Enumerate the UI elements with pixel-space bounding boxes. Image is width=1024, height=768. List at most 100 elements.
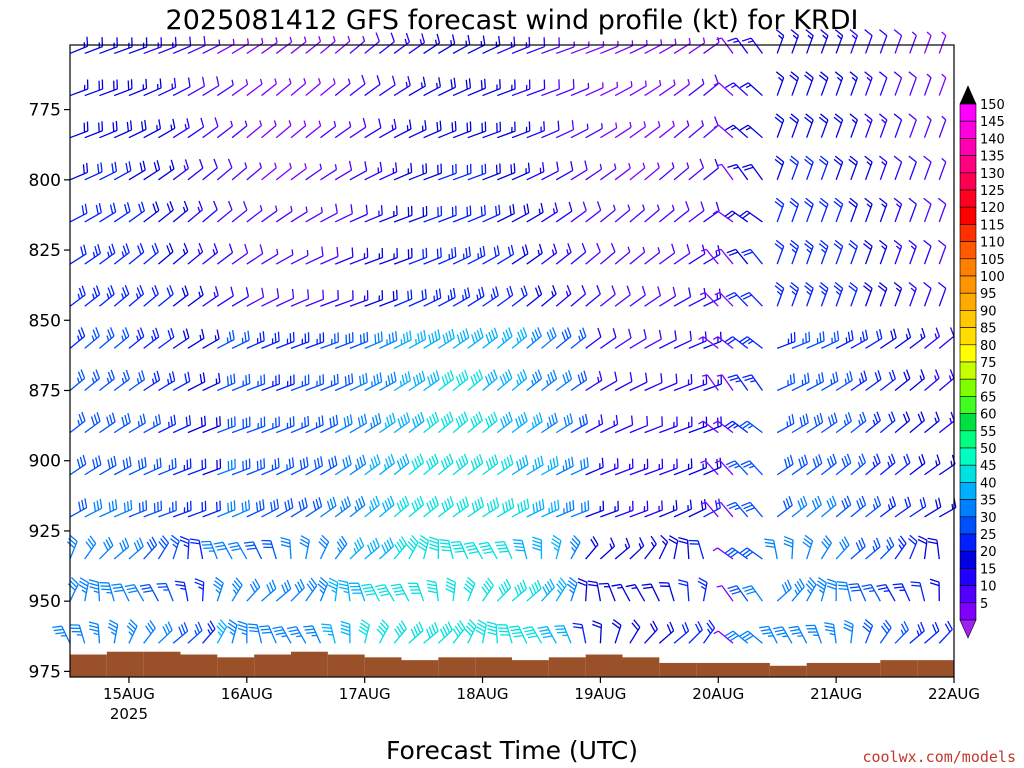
barb-half xyxy=(712,547,718,552)
wind-barb xyxy=(541,243,558,265)
barb-flag xyxy=(818,158,828,166)
barb-flag xyxy=(741,338,751,345)
wind-barb xyxy=(467,453,484,476)
barb-flag xyxy=(556,631,567,634)
barb-flag xyxy=(97,163,100,174)
terrain-step xyxy=(769,665,807,677)
barb-flag xyxy=(569,501,572,511)
barb-flag xyxy=(818,200,828,208)
barb-staff xyxy=(923,77,932,96)
barb-flag xyxy=(112,586,123,590)
barb-half xyxy=(77,419,81,426)
barb-flag xyxy=(789,454,794,465)
colorbar-label: 100 xyxy=(980,270,1005,285)
wind-barb xyxy=(84,455,102,476)
barb-flag xyxy=(83,244,87,255)
wind-barb xyxy=(848,281,858,307)
barb-flag xyxy=(741,37,752,42)
barb-flag xyxy=(531,584,537,594)
wind-barb xyxy=(739,82,763,97)
barb-flag xyxy=(794,583,801,593)
barb-flag xyxy=(903,371,908,382)
barb-flag xyxy=(429,415,434,426)
barb-half xyxy=(949,417,953,424)
wind-barb xyxy=(378,537,395,560)
barb-staff xyxy=(718,124,734,139)
wind-barb xyxy=(261,579,277,602)
wind-barb xyxy=(187,35,206,55)
barb-flag xyxy=(805,29,814,37)
wind-barb xyxy=(231,373,251,392)
barb-flag xyxy=(153,162,158,172)
wind-barb xyxy=(143,370,161,392)
wind-barb xyxy=(408,621,424,644)
barb-flag xyxy=(824,622,834,626)
barb-flag xyxy=(381,502,387,512)
barb-staff xyxy=(702,336,719,349)
colorbar-label: 110 xyxy=(980,236,1005,251)
wind-barb xyxy=(600,371,618,392)
wind-barb xyxy=(317,576,329,602)
wind-barb xyxy=(726,501,749,518)
wind-barb xyxy=(452,205,472,223)
wind-barb xyxy=(69,162,89,181)
barb-flag xyxy=(262,499,265,509)
barb-half xyxy=(303,78,307,84)
barb-staff xyxy=(202,125,219,139)
barb-flag xyxy=(80,246,84,256)
barb-staff xyxy=(187,85,205,97)
wind-barb xyxy=(407,582,425,602)
colorbar-label: 25 xyxy=(980,528,997,543)
wind-barb xyxy=(821,371,839,392)
barb-half xyxy=(241,632,248,636)
wind-barb xyxy=(572,622,587,644)
barb-half xyxy=(701,120,705,126)
barb-flag xyxy=(188,415,192,425)
barb-flag xyxy=(937,239,947,247)
barb-staff xyxy=(305,298,324,307)
barb-flag xyxy=(81,499,85,510)
barb-staff xyxy=(659,339,677,349)
barb-flag xyxy=(78,584,88,590)
barb-staff xyxy=(275,167,292,181)
wind-barb xyxy=(496,204,515,223)
barb-flag xyxy=(233,373,236,384)
wind-barb xyxy=(820,535,833,560)
barb-flag xyxy=(846,453,852,463)
barb-flag xyxy=(401,497,407,508)
barb-half xyxy=(778,76,783,82)
wind-barb xyxy=(496,244,515,265)
barb-half xyxy=(246,38,250,44)
barb-half xyxy=(948,375,952,381)
wind-barb xyxy=(467,121,487,139)
barb-flag xyxy=(863,622,872,630)
wind-barb xyxy=(555,327,572,349)
barb-flag xyxy=(214,117,219,127)
wind-barb xyxy=(246,416,266,434)
barb-flag xyxy=(138,537,144,547)
barb-flag xyxy=(506,287,511,298)
wind-barb xyxy=(202,329,220,349)
barb-half xyxy=(194,629,198,636)
barb-flag xyxy=(294,583,301,593)
colorbar-segment xyxy=(959,344,977,363)
barb-flag xyxy=(373,375,376,386)
barb-flag xyxy=(449,289,453,300)
barb-flag xyxy=(697,621,703,631)
wind-barb xyxy=(84,369,101,391)
barb-flag xyxy=(727,549,736,557)
wind-barb xyxy=(699,291,719,307)
barb-flag xyxy=(827,416,832,426)
barb-flag xyxy=(121,416,125,427)
barb-half xyxy=(538,208,541,215)
barb-flag xyxy=(804,243,813,251)
barb-flag xyxy=(788,496,793,506)
wind-barb xyxy=(804,239,814,265)
barb-flag xyxy=(510,244,515,255)
wind-barb xyxy=(587,580,602,602)
wind-barb xyxy=(526,79,546,97)
barb-staff xyxy=(644,44,662,55)
barb-flag xyxy=(424,289,427,299)
barb-half xyxy=(290,205,293,212)
wind-barb xyxy=(378,495,395,518)
